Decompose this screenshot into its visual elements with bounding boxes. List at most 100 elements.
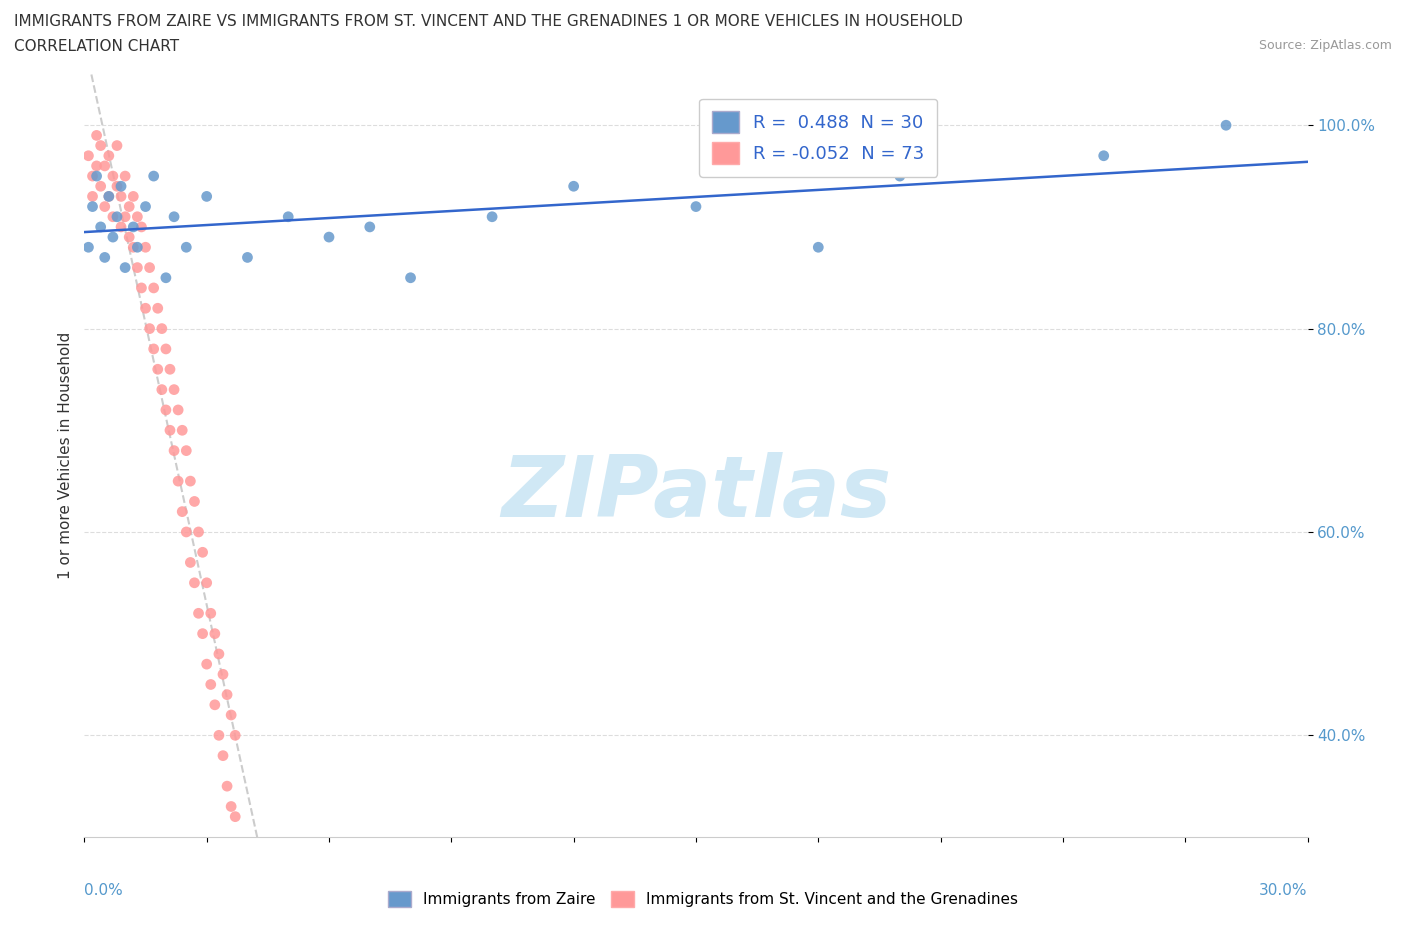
Point	[118, 199, 141, 214]
Point	[163, 209, 186, 224]
Point	[101, 230, 124, 245]
Point	[204, 626, 226, 641]
Point	[219, 708, 242, 723]
Point	[150, 382, 173, 397]
Point	[318, 230, 340, 245]
Point	[86, 168, 108, 183]
Point	[127, 240, 149, 255]
Point	[191, 545, 214, 560]
Text: CORRELATION CHART: CORRELATION CHART	[14, 39, 179, 54]
Point	[110, 189, 132, 204]
Point	[481, 209, 503, 224]
Point	[118, 230, 141, 245]
Point	[217, 778, 239, 793]
Point	[110, 219, 132, 234]
Point	[200, 677, 222, 692]
Point	[163, 382, 186, 397]
Point	[97, 189, 120, 204]
Point	[685, 199, 707, 214]
Y-axis label: 1 or more Vehicles in Household: 1 or more Vehicles in Household	[58, 332, 73, 579]
Point	[138, 321, 160, 336]
Point	[167, 473, 190, 488]
Point	[219, 799, 242, 814]
Point	[90, 179, 112, 193]
Point	[127, 209, 149, 224]
Point	[122, 189, 145, 204]
Point	[208, 728, 231, 743]
Point	[179, 473, 201, 488]
Point	[146, 300, 169, 315]
Point	[1215, 118, 1237, 133]
Point	[212, 749, 235, 764]
Point	[807, 240, 830, 255]
Point	[86, 158, 108, 173]
Point	[122, 240, 145, 255]
Point	[159, 423, 181, 438]
Point	[82, 199, 104, 214]
Point	[142, 281, 165, 296]
Point	[179, 555, 201, 570]
Point	[135, 240, 157, 255]
Point	[114, 168, 136, 183]
Point	[174, 444, 197, 458]
Point	[195, 576, 218, 591]
Text: 0.0%: 0.0%	[84, 883, 124, 897]
Point	[277, 209, 299, 224]
Legend: R =  0.488  N = 30, R = -0.052  N = 73: R = 0.488 N = 30, R = -0.052 N = 73	[699, 99, 938, 177]
Point	[142, 168, 165, 183]
Point	[101, 209, 124, 224]
Point	[131, 281, 153, 296]
Point	[142, 341, 165, 356]
Point	[359, 219, 381, 234]
Point	[172, 504, 194, 519]
Point	[146, 362, 169, 377]
Point	[127, 260, 149, 275]
Point	[150, 321, 173, 336]
Point	[187, 605, 209, 620]
Point	[1092, 148, 1115, 163]
Point	[183, 494, 205, 509]
Point	[889, 168, 911, 183]
Point	[187, 525, 209, 539]
Point	[174, 240, 197, 255]
Point	[131, 219, 153, 234]
Point	[236, 250, 259, 265]
Point	[114, 260, 136, 275]
Point	[93, 158, 115, 173]
Point	[399, 271, 422, 286]
Point	[183, 576, 205, 591]
Point	[191, 626, 214, 641]
Point	[82, 189, 104, 204]
Point	[224, 728, 246, 743]
Point	[90, 139, 112, 153]
Point	[155, 341, 177, 356]
Point	[93, 250, 115, 265]
Point	[86, 128, 108, 143]
Point	[138, 260, 160, 275]
Point	[155, 403, 177, 418]
Point	[101, 168, 124, 183]
Point	[135, 199, 157, 214]
Point	[208, 646, 231, 661]
Point	[114, 209, 136, 224]
Text: IMMIGRANTS FROM ZAIRE VS IMMIGRANTS FROM ST. VINCENT AND THE GRENADINES 1 OR MOR: IMMIGRANTS FROM ZAIRE VS IMMIGRANTS FROM…	[14, 14, 963, 29]
Point	[562, 179, 585, 193]
Legend: Immigrants from Zaire, Immigrants from St. Vincent and the Grenadines: Immigrants from Zaire, Immigrants from S…	[382, 884, 1024, 913]
Point	[105, 179, 128, 193]
Point	[82, 168, 104, 183]
Point	[163, 444, 186, 458]
Point	[200, 605, 222, 620]
Point	[122, 219, 145, 234]
Point	[155, 271, 177, 286]
Point	[204, 698, 226, 712]
Point	[93, 199, 115, 214]
Point	[172, 423, 194, 438]
Point	[90, 219, 112, 234]
Point	[105, 139, 128, 153]
Point	[159, 362, 181, 377]
Point	[174, 525, 197, 539]
Point	[212, 667, 235, 682]
Text: Source: ZipAtlas.com: Source: ZipAtlas.com	[1258, 39, 1392, 52]
Point	[77, 148, 100, 163]
Point	[217, 687, 239, 702]
